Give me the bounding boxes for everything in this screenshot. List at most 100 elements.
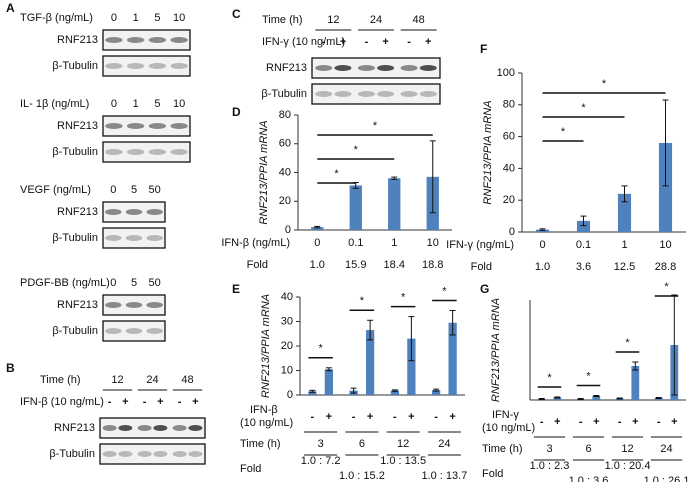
treatment-sign: - [657, 416, 661, 428]
band [153, 451, 168, 457]
y-tick-label: 60 [279, 138, 291, 150]
sign: - [178, 396, 182, 408]
treatment-label: IFN-γ (10 ng/mL) [262, 36, 345, 48]
significance-mark: * [360, 295, 365, 307]
fold-value: 18.8 [422, 259, 443, 271]
fold-label: Fold [247, 259, 268, 271]
treatment-sign: + [326, 411, 332, 423]
band [118, 425, 133, 431]
band [419, 65, 437, 71]
row-label: RNF213 [57, 299, 98, 311]
row-label: β-Tubulin [52, 146, 98, 158]
band [172, 425, 187, 431]
band [400, 65, 418, 71]
band [105, 37, 123, 43]
group-value: 12 [621, 443, 633, 455]
error-bar [325, 367, 332, 372]
error-bar [655, 397, 662, 399]
error-bar [391, 389, 398, 392]
error-bar [350, 387, 357, 394]
dose-label: 10 [173, 98, 185, 110]
treatment-label: TGF-β (ng/mL) [20, 12, 93, 24]
error-bar [408, 316, 415, 362]
sign: + [340, 36, 346, 48]
y-tick-label: 10 [281, 364, 293, 376]
bar [308, 391, 317, 395]
band [105, 328, 122, 334]
blot [102, 115, 191, 137]
blot [102, 55, 191, 77]
treatment-label: IFN-γ [492, 409, 519, 421]
treatment-sign: + [632, 416, 638, 428]
row-label: RNF213 [266, 62, 307, 74]
error-bar [314, 225, 321, 229]
band [170, 123, 188, 129]
bar [448, 322, 457, 395]
band [377, 65, 395, 71]
treatment-sign: + [449, 411, 455, 423]
band [146, 302, 163, 308]
fold-value: 1.0 : 3.6 [569, 475, 609, 482]
treatment-label: IL- 1β (ng/mL) [20, 98, 89, 110]
group-value: 24 [660, 443, 672, 455]
error-bar [580, 215, 587, 227]
band [105, 149, 123, 155]
treatment-sign: - [311, 411, 315, 423]
fold-value: 18.4 [384, 259, 405, 271]
fold-value: 1.0 [535, 261, 550, 273]
band [126, 63, 145, 69]
error-bar [539, 228, 546, 231]
bar [553, 397, 562, 400]
significance-mark: * [354, 144, 359, 156]
sign: + [192, 396, 198, 408]
band [357, 65, 375, 71]
bar [432, 390, 441, 395]
band [170, 37, 188, 43]
row-label: RNF213 [54, 422, 95, 434]
dose-label: 10 [173, 12, 185, 24]
fold-value: 1.0 [310, 259, 325, 271]
blot [102, 227, 166, 249]
error-bar [309, 389, 316, 393]
panel-label: D [232, 105, 241, 119]
treatment-sign: - [618, 416, 622, 428]
sign: - [108, 396, 112, 408]
panel-label: F [480, 42, 487, 56]
treatment-label: PDGF-BB (ng/mL) [20, 277, 110, 289]
fold-value: 1.0 : 13.5 [380, 455, 426, 467]
band [377, 91, 395, 97]
band [146, 328, 163, 334]
x-axis-title: IFN-γ (ng/mL) [446, 239, 514, 251]
y-tick-label: 20 [281, 340, 293, 352]
y-tick-label: 0 [285, 224, 291, 236]
band [315, 65, 333, 71]
error-bar [391, 176, 398, 180]
fold-value: 3.6 [576, 261, 591, 273]
dose-label: 0 [111, 12, 117, 24]
x-tick-label: 10 [427, 237, 439, 249]
time-label: Time (h) [262, 14, 303, 26]
bar [658, 142, 673, 232]
fold-label: Fold [471, 261, 492, 273]
band [105, 302, 122, 308]
group-title: Time (h) [240, 438, 281, 450]
significance-mark: * [625, 337, 630, 349]
y-tick-label: 30 [281, 315, 293, 327]
fold-value: 1.0 : 15.2 [339, 470, 385, 482]
blot [99, 443, 206, 465]
band [188, 451, 203, 457]
bar [349, 185, 362, 230]
time-value: 12 [111, 374, 123, 386]
bar [324, 369, 333, 395]
y-tick-label: 0 [287, 389, 293, 401]
group-value: 6 [359, 438, 365, 450]
blot [311, 57, 441, 79]
dose-label: 5 [131, 277, 137, 289]
fold-value: 1.0 : 2.3 [530, 460, 570, 472]
panel-label: G [480, 282, 489, 296]
row-label: RNF213 [57, 34, 98, 46]
row-label: β-Tubulin [49, 448, 95, 460]
bar [407, 338, 416, 395]
time-value: 48 [413, 14, 425, 26]
